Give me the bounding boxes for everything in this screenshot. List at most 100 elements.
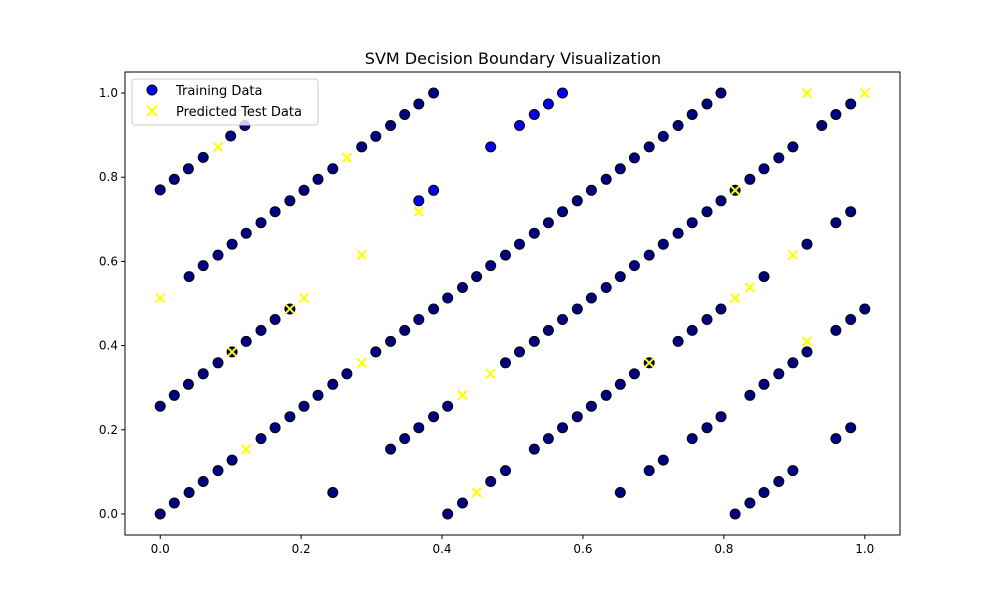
training-point <box>542 217 554 229</box>
legend-marker-training <box>146 84 158 96</box>
training-point <box>643 249 655 261</box>
training-point <box>600 173 612 185</box>
training-point <box>399 433 411 445</box>
training-point <box>356 141 368 153</box>
training-point <box>197 476 209 487</box>
training-point <box>614 487 626 498</box>
training-point <box>168 173 180 185</box>
plot-marks <box>154 87 871 520</box>
training-point <box>787 357 799 369</box>
training-point <box>428 184 440 196</box>
training-point <box>154 508 166 520</box>
training-point <box>212 249 224 261</box>
training-point <box>212 357 224 369</box>
training-point <box>385 120 397 131</box>
training-point <box>845 422 857 434</box>
training-point <box>557 314 568 325</box>
training-point <box>701 422 713 434</box>
training-point <box>758 378 770 390</box>
training-point <box>500 357 511 369</box>
training-point <box>571 303 583 315</box>
training-point <box>413 314 425 325</box>
training-point <box>457 497 468 509</box>
training-point <box>542 98 554 110</box>
training-point <box>701 206 713 218</box>
training-point <box>614 163 626 175</box>
training-point <box>284 195 296 207</box>
training-point <box>787 465 799 477</box>
training-point <box>457 282 468 293</box>
training-point <box>773 368 785 380</box>
test-point <box>801 87 813 99</box>
training-point <box>240 335 252 347</box>
training-point <box>643 465 655 477</box>
training-point <box>628 260 640 272</box>
training-point <box>327 487 339 498</box>
training-point <box>801 346 813 358</box>
training-point <box>341 368 353 380</box>
training-point <box>514 120 525 131</box>
y-axis: 0.0 0.2 0.4 0.6 0.8 1.0 <box>99 86 125 521</box>
training-point <box>312 389 324 401</box>
training-point <box>428 411 440 423</box>
training-point <box>845 314 857 325</box>
training-point <box>370 130 382 142</box>
training-point <box>571 195 583 207</box>
training-point <box>557 87 568 99</box>
training-point <box>830 433 842 445</box>
training-point <box>500 249 511 261</box>
legend-label-test: Predicted Test Data <box>176 105 302 120</box>
training-point <box>327 378 339 390</box>
chart-title: SVM Decision Boundary Visualization <box>365 49 661 68</box>
training-point <box>182 163 194 175</box>
x-tick-label: 0.4 <box>432 542 451 556</box>
training-point <box>183 271 195 283</box>
training-point <box>385 335 397 347</box>
training-point <box>370 346 382 358</box>
training-point <box>183 487 195 498</box>
training-point <box>485 260 497 272</box>
training-point <box>485 476 497 487</box>
training-point <box>485 141 497 153</box>
y-tick-label: 0.2 <box>99 423 118 437</box>
training-point <box>399 324 411 336</box>
training-point <box>197 260 209 272</box>
training-point <box>442 508 454 520</box>
test-point <box>729 185 741 196</box>
legend-marker-test <box>146 105 158 117</box>
training-point <box>528 443 540 455</box>
test-point <box>729 292 741 304</box>
training-point <box>225 130 237 142</box>
test-point <box>801 336 813 347</box>
test-point <box>457 390 468 401</box>
training-point <box>269 314 281 325</box>
training-point <box>571 411 583 423</box>
training-point <box>442 292 454 304</box>
training-point <box>399 109 411 120</box>
training-point <box>284 411 296 423</box>
training-point <box>542 324 554 336</box>
y-tick-label: 0.0 <box>99 507 118 521</box>
training-point <box>212 465 224 477</box>
training-point <box>255 324 267 336</box>
x-tick-label: 0.6 <box>573 542 592 556</box>
training-point <box>528 227 540 239</box>
legend: Training Data Predicted Test Data <box>131 78 319 126</box>
test-point <box>859 87 870 99</box>
test-point <box>240 443 252 455</box>
training-point <box>471 271 483 283</box>
training-point <box>255 217 267 229</box>
training-point <box>557 422 568 434</box>
training-point <box>182 378 194 390</box>
training-point <box>672 120 684 131</box>
y-tick-label: 1.0 <box>99 86 118 100</box>
training-point <box>859 303 871 315</box>
training-point <box>528 109 540 120</box>
training-point <box>585 292 597 304</box>
training-point <box>168 497 180 509</box>
training-point <box>773 476 785 487</box>
training-point <box>657 454 669 466</box>
training-point <box>614 271 626 283</box>
